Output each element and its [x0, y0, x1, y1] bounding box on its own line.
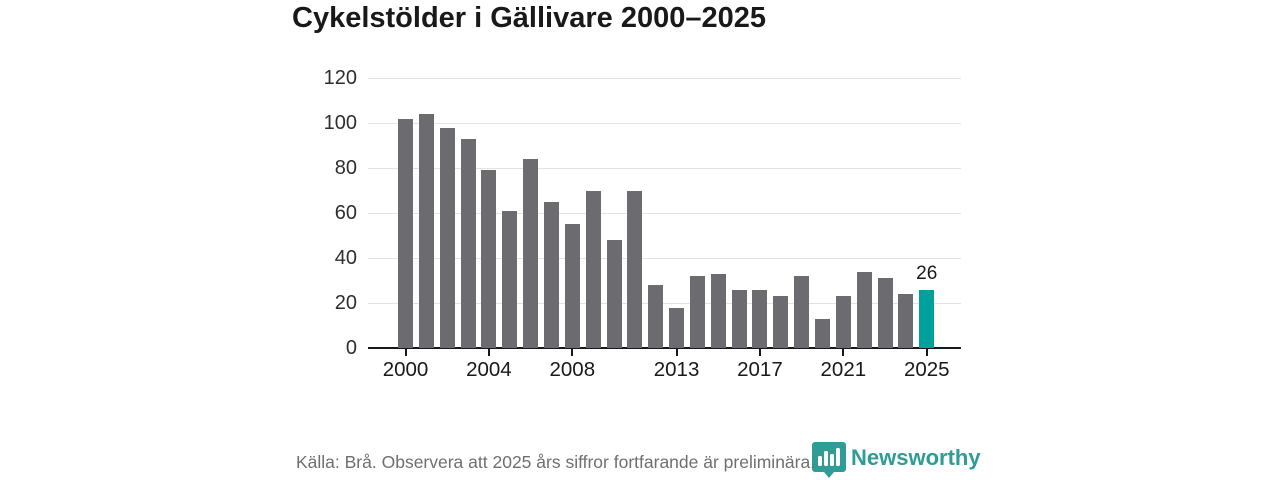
x-tick-2013	[675, 349, 678, 356]
x-axis-label-2008: 2008	[549, 358, 596, 381]
bar-2019	[794, 276, 810, 348]
bar-2018	[773, 296, 789, 348]
bar-2006	[523, 159, 539, 348]
x-tick-2008	[571, 349, 574, 356]
newsworthy-wordmark: Newsworthy	[851, 445, 981, 470]
bar-2020	[815, 318, 830, 348]
x-tick-2000	[404, 349, 407, 356]
y-axis-label-40: 40	[334, 247, 357, 269]
chart-title: Cykelstölder i Gällivare 2000–2025	[292, 2, 766, 34]
bar-2024	[898, 294, 914, 348]
x-axis-label-2000: 2000	[382, 358, 429, 381]
bar-2009	[585, 190, 601, 348]
bar-2017	[752, 289, 768, 348]
x-tick-2017	[758, 349, 761, 356]
bar-2003	[460, 138, 476, 348]
source-note: Källa: Brå. Observera att 2025 års siffr…	[296, 452, 816, 472]
bar-2011	[627, 190, 643, 348]
bar-2025	[919, 289, 935, 348]
bar-2023	[877, 278, 893, 348]
x-tick-2025	[925, 349, 928, 356]
gridline-20	[368, 303, 961, 304]
bar-2000	[398, 118, 413, 348]
bar-2007	[543, 201, 559, 348]
gridline-60	[368, 213, 961, 214]
bar-2002	[439, 127, 455, 348]
plot-area	[368, 78, 961, 349]
newsworthy-bar-chart-icon	[812, 442, 846, 478]
x-tick-2021	[842, 349, 845, 356]
y-axis-label-120: 120	[323, 67, 357, 89]
gridline-40	[368, 258, 961, 259]
gridline-120	[368, 78, 961, 79]
highlighted-bar-value-label: 26	[916, 262, 938, 284]
x-axis-label-2021: 2021	[820, 358, 867, 381]
bar-2022	[856, 271, 872, 348]
y-axis-label-20: 20	[334, 292, 357, 314]
bar-2015	[710, 273, 726, 348]
bar-2010	[606, 240, 622, 348]
x-axis-label-2025: 2025	[903, 358, 950, 381]
y-axis-label-60: 60	[334, 202, 357, 224]
bar-2014	[689, 276, 705, 348]
bar-2005	[502, 210, 518, 348]
bar-2008	[564, 224, 580, 348]
bar-2013	[669, 307, 685, 348]
x-tick-2004	[487, 349, 490, 356]
bar-2012	[648, 285, 664, 348]
gridline-100	[368, 123, 961, 124]
x-axis-line	[368, 347, 961, 349]
y-axis-label-100: 100	[323, 112, 357, 134]
bar-2004	[481, 170, 497, 348]
bar-2016	[731, 289, 747, 348]
y-axis-label-80: 80	[334, 157, 357, 179]
y-axis-label-0: 0	[345, 337, 357, 359]
bar-2021	[835, 296, 851, 348]
x-axis-label-2017: 2017	[737, 358, 783, 381]
bar-2001	[418, 114, 434, 348]
x-axis-label-2013: 2013	[653, 358, 700, 381]
x-axis-label-2004: 2004	[466, 358, 512, 381]
gridline-80	[368, 168, 961, 169]
